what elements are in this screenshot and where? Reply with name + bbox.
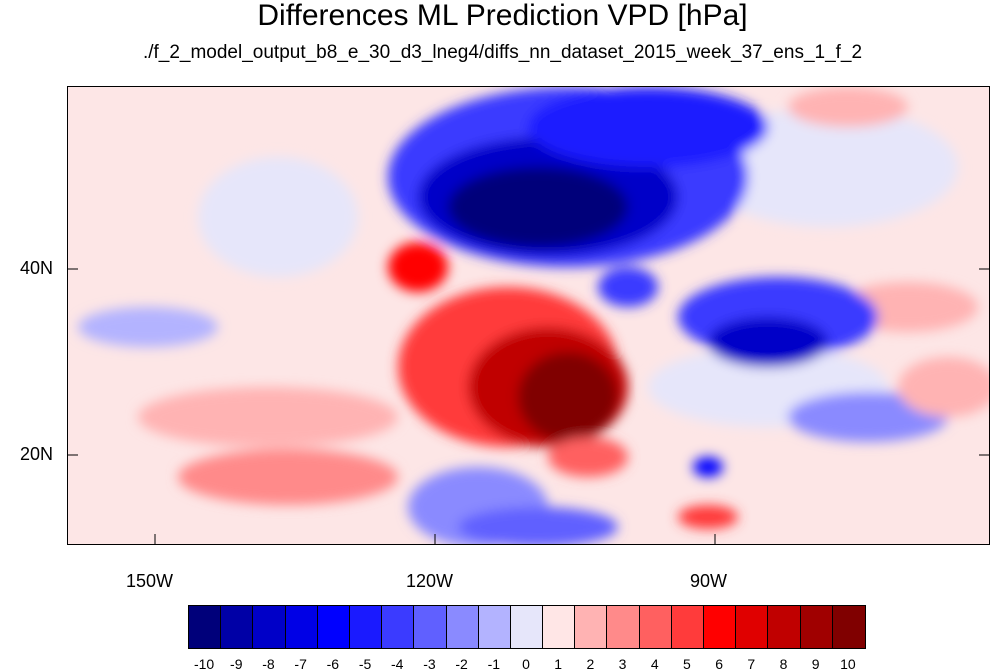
colorbar-label: 5 [683,656,691,672]
lon-label-150w: 150W [126,571,174,591]
colorbar-swatch [478,606,511,648]
colorbar-label: 3 [618,656,627,672]
colorbar-label: 0 [522,656,530,672]
map-field [68,87,989,544]
colorbar-swatch [253,606,286,648]
colorbar-label: -5 [358,656,372,672]
colorbar-swatch [446,606,479,648]
colorbar-swatch [543,606,576,648]
colorbar-label: 7 [747,656,756,672]
colorbar-swatch [221,606,254,648]
colorbar-swatch [768,606,801,648]
colorbar-swatch [639,606,672,648]
colorbar-swatch [285,606,318,648]
colorbar-swatch [800,606,833,648]
colorbar-label: 2 [586,656,595,672]
colorbar-label: 9 [811,656,820,672]
colorbar-swatch [832,606,865,648]
colorbar-swatch [510,606,544,648]
chart-subtitle: ./f_2_model_output_b8_e_30_d3_lneg4/diff… [142,42,863,63]
colorbar-label: 6 [715,656,724,672]
colorbar-swatch [575,606,608,648]
colorbar-label: -2 [455,656,468,672]
colorbar-swatch [607,606,640,648]
lon-label-120w: 120W [406,571,454,591]
colorbar [188,605,866,649]
colorbar-label: 10 [840,656,856,672]
colorbar-label: 4 [650,656,659,672]
colorbar-label: -7 [294,656,307,672]
map-panel [67,86,990,545]
colorbar-swatch [189,606,222,648]
colorbar-label: -4 [391,656,404,672]
colorbar-swatch [317,606,350,648]
colorbar-label: -9 [230,656,243,672]
lat-label-20n: 20N [20,444,54,464]
lat-label-40n: 40N [20,258,54,278]
colorbar-label: 1 [554,656,563,672]
chart-title: Differences ML Prediction VPD [hPa] [257,0,748,32]
colorbar-swatch [671,606,704,648]
colorbar-swatch [414,606,447,648]
colorbar-label: -6 [326,656,340,672]
colorbar-label: -1 [487,656,501,672]
colorbar-swatch [349,606,383,648]
colorbar-label: -10 [193,656,215,672]
colorbar-swatch [704,606,737,648]
colorbar-swatch [736,606,769,648]
lon-label-90w: 90W [690,571,728,591]
colorbar-label: -3 [423,656,436,672]
colorbar-label: -8 [262,656,275,672]
colorbar-label: 8 [779,656,788,672]
colorbar-swatch [382,606,415,648]
